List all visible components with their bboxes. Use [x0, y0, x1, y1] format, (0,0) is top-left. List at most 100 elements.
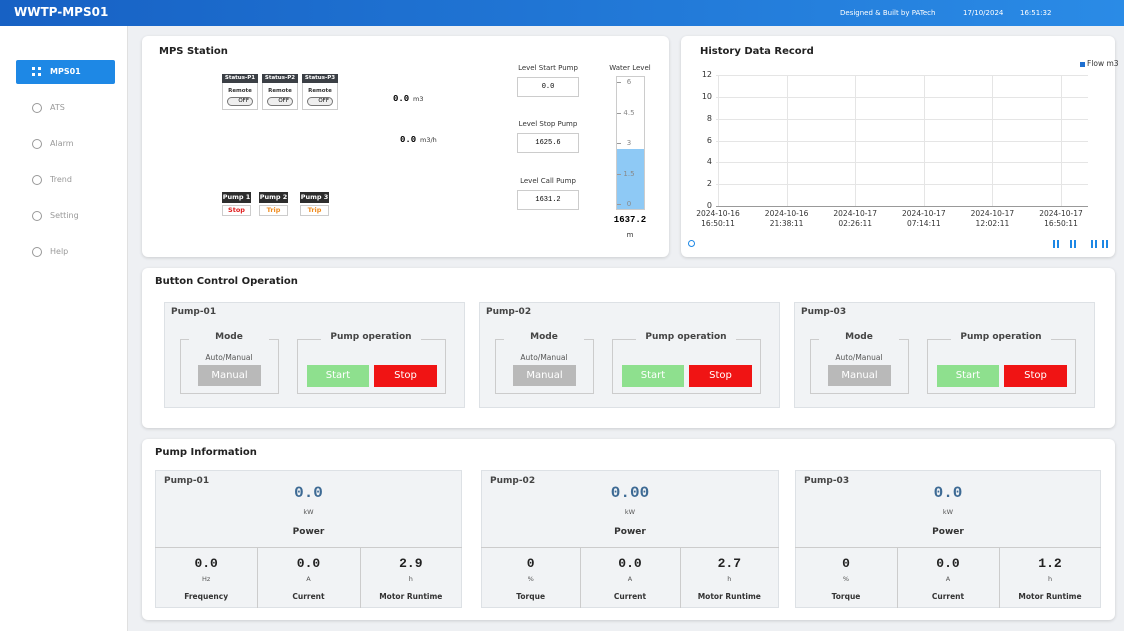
- power-value: 0.0: [294, 484, 323, 502]
- grid-line: [716, 184, 1088, 186]
- gauge-tick: [617, 173, 621, 175]
- grid-line-v: [992, 75, 994, 206]
- metric-unit: %: [527, 575, 534, 583]
- grid-line: [716, 162, 1088, 164]
- metric-label: Torque: [516, 592, 546, 601]
- volume-value: 0.0: [393, 94, 410, 104]
- grid-line: [716, 96, 1088, 98]
- flow-value: 0.0: [400, 135, 417, 145]
- nav-last[interactable]: [1070, 240, 1076, 248]
- water-level-label: Water Level: [609, 64, 651, 72]
- status-title: Status-P3: [302, 74, 338, 83]
- flow-unit: m3/h: [420, 136, 437, 144]
- nav-label[interactable]: Help: [50, 247, 69, 256]
- pump-label: Pump 3: [300, 192, 329, 203]
- manual-button[interactable]: Manual: [513, 365, 576, 386]
- metric-unit: A: [306, 575, 311, 583]
- status-title: Status-P2: [262, 74, 298, 83]
- metric-value: 0: [842, 556, 850, 571]
- cell-divider: [580, 547, 582, 608]
- metric-label: Motor Runtime: [1018, 592, 1082, 601]
- power-label: Power: [614, 527, 646, 537]
- mode-title: Mode: [504, 330, 584, 344]
- metric-label: Current: [931, 592, 965, 601]
- status-switch[interactable]: OFF: [267, 97, 293, 106]
- metric-value: 2.7: [717, 556, 742, 571]
- time: 16:51:32: [1020, 9, 1052, 17]
- stop-button[interactable]: Stop: [374, 365, 437, 387]
- start-button[interactable]: Start: [622, 365, 684, 387]
- nav-next[interactable]: [1102, 240, 1108, 248]
- x-tick-date: 2024-10-16: [764, 209, 809, 218]
- gauge-fill: [617, 149, 644, 209]
- nav-label[interactable]: Setting: [50, 211, 79, 220]
- divider: [481, 547, 779, 548]
- x-tick-date: 2024-10-17: [902, 209, 946, 218]
- metric-unit: A: [945, 575, 951, 583]
- pump-name: Pump-03: [804, 476, 850, 486]
- nav-prev[interactable]: [1091, 240, 1097, 248]
- manual-button[interactable]: Manual: [198, 365, 261, 386]
- power-value: 0.00: [610, 484, 650, 502]
- nav-icon: [32, 103, 42, 113]
- grid-line-v: [855, 75, 857, 206]
- level-value: 1631.2: [517, 190, 579, 210]
- stop-button[interactable]: Stop: [1004, 365, 1067, 387]
- metric-value: 0: [526, 556, 535, 571]
- volume-unit: m3: [413, 95, 424, 103]
- gauge-tick: [617, 143, 621, 144]
- date: 17/10/2024: [963, 9, 1004, 17]
- metric-unit: Hz: [202, 575, 211, 583]
- metric-unit: h: [727, 575, 732, 583]
- metric-unit: %: [842, 575, 850, 583]
- top-bar: [0, 0, 1124, 26]
- water-level-unit: m: [626, 231, 634, 239]
- divider: [795, 547, 1101, 548]
- manual-button[interactable]: Manual: [828, 365, 891, 386]
- mode-caption: Auto/Manual: [205, 353, 253, 362]
- metric-value: 1.2: [1038, 556, 1062, 571]
- status-switch[interactable]: OFF: [307, 97, 333, 106]
- y-tick-label: 2: [706, 179, 712, 189]
- card-title: Pump Information: [155, 447, 257, 458]
- mode-caption: Auto/Manual: [520, 353, 568, 362]
- card-title: Button Control Operation: [155, 276, 298, 287]
- stop-button[interactable]: Stop: [689, 365, 752, 387]
- nav-icon: [32, 211, 42, 221]
- metric-unit: h: [408, 575, 413, 583]
- operation-title: Pump operation: [951, 330, 1051, 344]
- nav-label[interactable]: ATS: [50, 103, 65, 112]
- pump-panel: [164, 302, 465, 408]
- power-unit: kW: [624, 508, 636, 516]
- mode-title: Mode: [189, 330, 269, 344]
- mode-caption: Auto/Manual: [835, 353, 883, 362]
- cell-divider: [359, 547, 361, 608]
- status-switch[interactable]: OFF: [227, 97, 253, 106]
- info-panel: [155, 470, 462, 608]
- nav-first[interactable]: [1053, 240, 1059, 248]
- start-button[interactable]: Start: [307, 365, 369, 387]
- gauge-tick-label: 3: [626, 139, 632, 147]
- grid-line: [716, 206, 1088, 207]
- cell-divider: [257, 547, 259, 608]
- start-button[interactable]: Start: [937, 365, 999, 387]
- pump-label: Pump 1: [222, 192, 251, 203]
- power-label: Power: [932, 527, 964, 537]
- pump-name: Pump-01: [171, 307, 217, 317]
- grid-line: [716, 75, 1088, 76]
- credit: Designed & Built by PATech: [840, 9, 936, 17]
- nav-label[interactable]: Trend: [50, 175, 72, 184]
- zoom-icon[interactable]: [688, 240, 695, 247]
- nav-label[interactable]: Alarm: [50, 139, 74, 148]
- pump-panel: [479, 302, 780, 408]
- nav-icon: [32, 139, 42, 149]
- operation-title: Pump operation: [636, 330, 736, 344]
- nav-label[interactable]: MPS01: [50, 67, 81, 76]
- y-tick-label: 10: [701, 91, 712, 101]
- metric-value: 0.0: [936, 556, 960, 571]
- legend-label[interactable]: Flow m3: [1087, 59, 1119, 68]
- status-title: Status-P1: [222, 74, 258, 83]
- pump-panel: [794, 302, 1095, 408]
